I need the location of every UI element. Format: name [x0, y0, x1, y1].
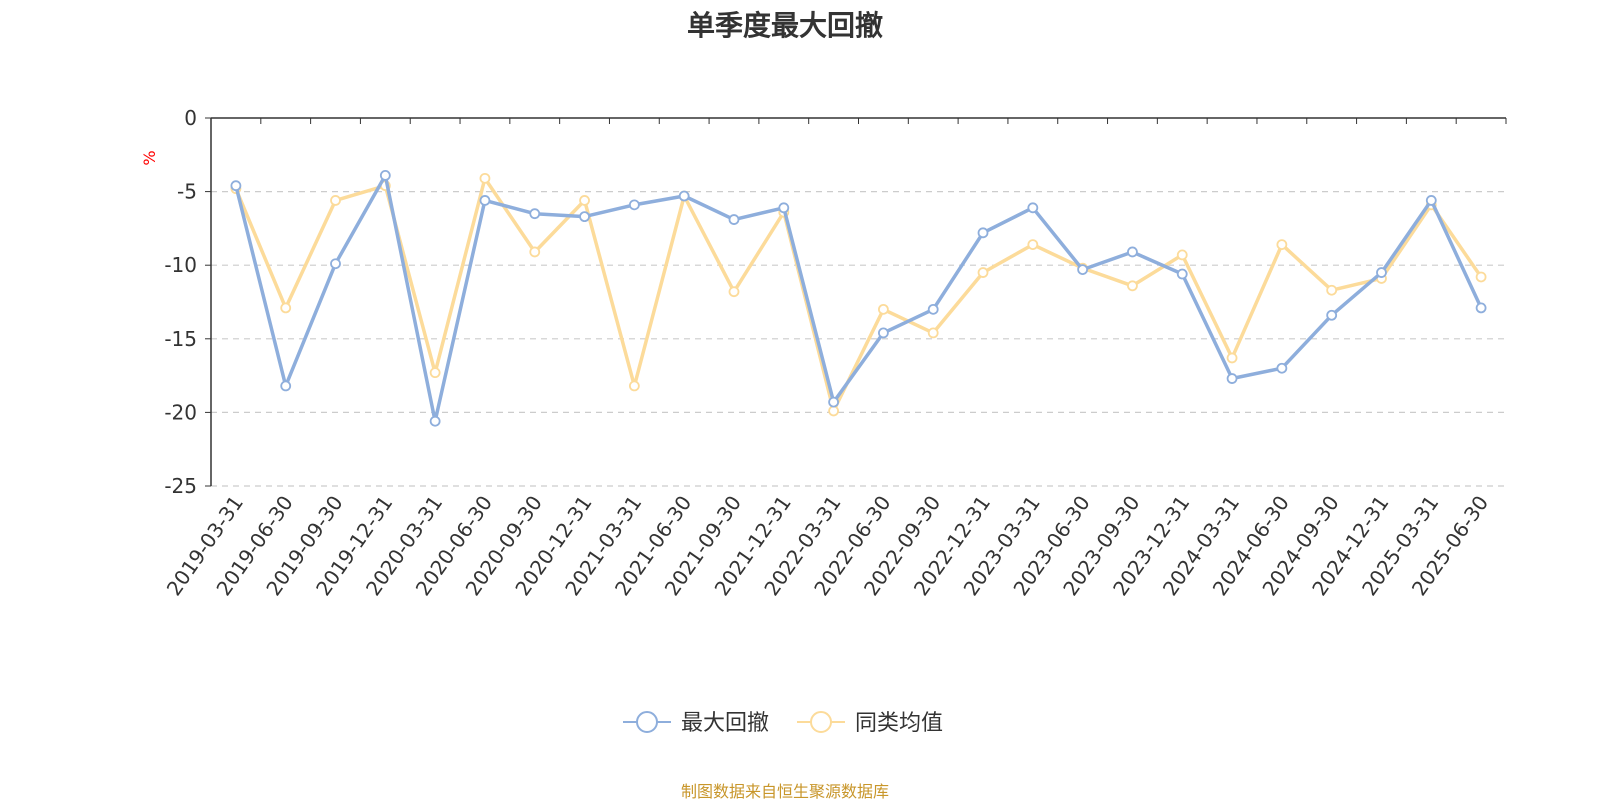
data-point — [429, 367, 441, 379]
data-point — [1475, 271, 1487, 283]
y-tick-label: 0 — [184, 106, 197, 130]
legend-item-peer-average: 同类均值 — [797, 711, 943, 736]
data-point — [529, 246, 541, 258]
legend-label: 最大回撤 — [681, 711, 769, 736]
data-point — [1326, 284, 1338, 296]
data-point — [579, 211, 590, 223]
data-point — [1127, 246, 1138, 258]
legend-marker — [636, 711, 658, 733]
data-point — [579, 195, 590, 206]
data-point — [330, 195, 341, 206]
legend-label: 同类均值 — [855, 711, 943, 736]
data-point — [1326, 309, 1338, 321]
data-point — [878, 327, 889, 339]
y-tick-label: -10 — [164, 253, 197, 277]
data-point — [977, 267, 989, 278]
chart-title: 单季度最大回撤 — [686, 9, 883, 42]
y-tick-label: -20 — [164, 400, 197, 424]
data-point — [1226, 373, 1238, 384]
data-point — [728, 286, 740, 298]
y-tick-label: -25 — [164, 474, 197, 498]
y-axis-label: % — [140, 150, 159, 165]
legend-marker — [810, 711, 832, 733]
series-line — [234, 176, 1483, 413]
series-layer — [230, 170, 1487, 427]
data-point — [1027, 239, 1039, 250]
data-point — [1176, 249, 1188, 261]
data-point — [379, 170, 391, 181]
data-point — [628, 199, 640, 211]
data-point — [1077, 264, 1089, 276]
data-point — [728, 214, 740, 225]
source-note: 制图数据来自恒生聚源数据库 — [680, 782, 889, 800]
data-point — [479, 172, 491, 184]
data-point — [1276, 362, 1288, 374]
y-tick-label: -5 — [177, 180, 197, 204]
data-point — [1475, 302, 1487, 314]
series-peer-average — [230, 172, 1487, 417]
series-max-drawdown — [230, 170, 1487, 427]
data-point — [828, 405, 839, 417]
y-tick-label: -15 — [164, 327, 197, 351]
data-point — [1027, 202, 1039, 214]
data-point — [1127, 280, 1138, 292]
data-point — [628, 380, 640, 392]
data-point — [230, 180, 242, 192]
data-point — [529, 208, 541, 220]
legend: 最大回撤 同类均值 — [623, 711, 943, 736]
legend-item-max-drawdown: 最大回撤 — [623, 711, 769, 736]
data-point — [280, 302, 292, 314]
data-point — [330, 258, 341, 270]
series-line — [234, 173, 1483, 423]
data-point — [1425, 195, 1437, 206]
data-point — [678, 190, 690, 202]
grid-lines — [211, 191, 1506, 487]
axes: 0-5-10-15-20-25%2019-03-312019-06-302019… — [140, 106, 1507, 600]
data-point — [1376, 267, 1387, 278]
data-point — [977, 227, 989, 239]
data-point — [778, 202, 790, 214]
data-point — [479, 195, 491, 206]
data-point — [280, 380, 292, 392]
data-point — [927, 327, 939, 339]
data-point — [927, 303, 939, 315]
data-point — [1226, 352, 1238, 364]
data-point — [878, 303, 889, 315]
data-point — [828, 396, 839, 408]
data-point — [429, 415, 441, 427]
data-point — [1276, 239, 1288, 250]
data-point — [1176, 268, 1188, 280]
